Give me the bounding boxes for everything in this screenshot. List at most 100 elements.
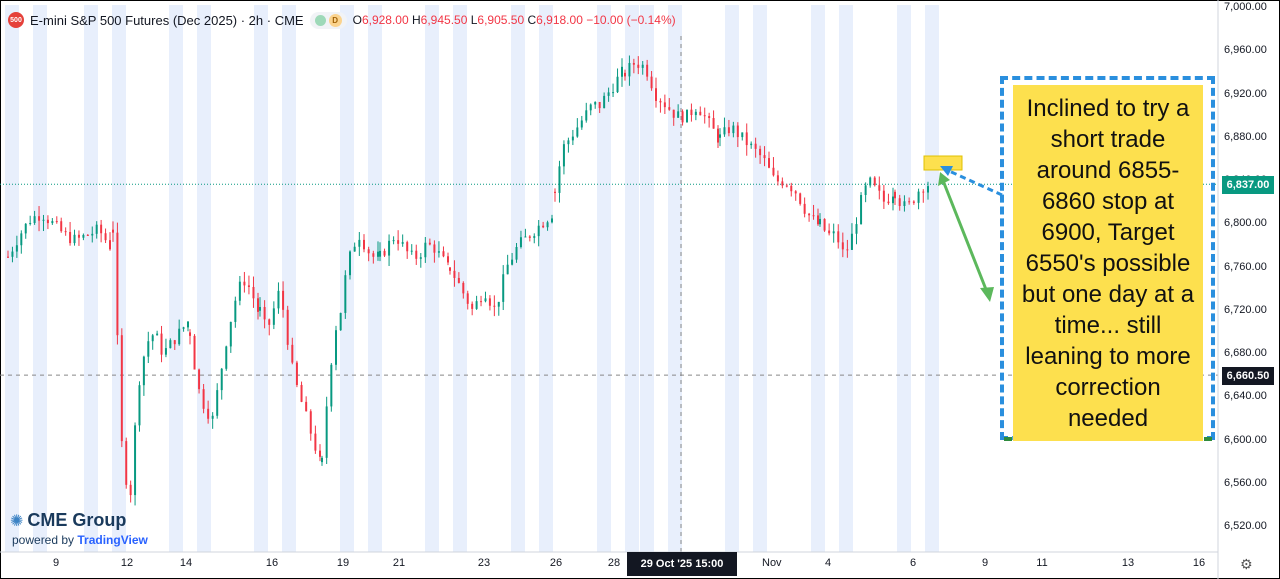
- candle-body: [616, 76, 619, 93]
- candle-body: [116, 232, 119, 336]
- candle-body: [211, 415, 214, 419]
- crosshair-price-tag: 6,660.50: [1222, 367, 1274, 385]
- candle-body: [100, 224, 103, 234]
- candle-body: [819, 218, 821, 225]
- session-band: [597, 5, 611, 552]
- candle-body: [663, 102, 666, 108]
- candle-body: [160, 333, 163, 355]
- candle-body: [475, 301, 478, 309]
- current-price-tag: 6,837.00: [1222, 176, 1274, 194]
- session-band: [925, 5, 939, 552]
- candle-body: [506, 264, 509, 275]
- status-badges[interactable]: D: [309, 11, 347, 29]
- candle-body: [151, 335, 154, 342]
- candle-body: [690, 109, 693, 116]
- candle-body: [817, 215, 819, 225]
- candle-body: [225, 346, 228, 369]
- candle-body: [677, 111, 680, 118]
- candle-body: [533, 236, 536, 238]
- candle-body: [259, 307, 261, 311]
- candle-body: [86, 234, 89, 236]
- candle-body: [134, 425, 137, 496]
- candle-body: [681, 111, 684, 123]
- candle-body: [686, 109, 688, 123]
- powered-by[interactable]: powered by TradingView: [12, 533, 148, 547]
- candle-body: [585, 110, 588, 121]
- candle-body: [571, 136, 574, 141]
- candle-body: [457, 277, 460, 283]
- candle-body: [335, 330, 337, 365]
- time-tick-label: 9: [981, 557, 989, 569]
- candle-body: [594, 101, 597, 105]
- candle-body: [437, 251, 440, 253]
- price-tick-label: 7,000.00: [1224, 1, 1267, 13]
- chart-title[interactable]: E-mini S&P 500 Futures (Dec 2025) · 2h ·…: [30, 12, 304, 28]
- candle-body: [759, 148, 762, 156]
- time-tick-label: 12: [120, 557, 134, 569]
- candle-body: [207, 408, 210, 419]
- candle-body: [727, 127, 730, 134]
- candle-body: [282, 290, 285, 310]
- candle-body: [612, 92, 615, 94]
- candle-body: [908, 201, 911, 203]
- candle-body: [38, 216, 41, 221]
- candle-body: [646, 64, 649, 77]
- candles: [7, 55, 929, 506]
- candle-body: [95, 224, 98, 234]
- candle-body: [344, 275, 347, 313]
- candle-body: [542, 225, 545, 228]
- candle-body: [519, 237, 522, 248]
- candle-body: [286, 309, 289, 345]
- d-badge-icon: D: [328, 13, 342, 27]
- session-band: [625, 5, 639, 552]
- candle-body: [887, 201, 890, 204]
- price-tick-label: 6,560.00: [1224, 476, 1267, 489]
- candle-body: [650, 76, 653, 89]
- candle-body: [129, 484, 132, 496]
- time-tick-label: 19: [336, 557, 350, 569]
- candle-body: [291, 344, 294, 363]
- time-tick-label: 13: [1121, 557, 1135, 569]
- candle-body: [754, 143, 757, 149]
- candle-body: [187, 321, 189, 328]
- candle-body: [632, 62, 635, 65]
- ohlc-values: O6,928.00 H6,945.50 L6,905.50 C6,918.00 …: [352, 13, 676, 27]
- candle-body: [672, 109, 675, 118]
- settings-gear-icon[interactable]: ⚙: [1240, 556, 1253, 572]
- candle-body: [77, 234, 80, 238]
- session-bands: [5, 5, 939, 552]
- candle-body: [497, 301, 500, 307]
- candle-body: [703, 115, 706, 117]
- candle-body: [363, 239, 365, 250]
- candle-body: [202, 389, 205, 409]
- candle-body: [659, 100, 662, 103]
- time-tick-label: 4: [824, 557, 832, 569]
- candle-body: [790, 185, 793, 192]
- candle-body: [415, 250, 418, 259]
- annotation-note[interactable]: Inclined to try a short trade around 685…: [1013, 85, 1203, 441]
- candle-body: [428, 242, 431, 245]
- candle-body: [309, 411, 312, 434]
- candle-body: [515, 247, 518, 260]
- candle-body: [321, 457, 323, 463]
- candle-body: [917, 191, 920, 203]
- candle-body: [641, 64, 644, 68]
- candle-body: [156, 333, 159, 336]
- candle-body: [24, 223, 27, 234]
- candle-body: [325, 406, 328, 458]
- candle-body: [776, 175, 779, 182]
- candle-body: [668, 107, 671, 110]
- candle-body: [15, 245, 18, 252]
- symbol-badge-icon[interactable]: 500: [8, 12, 24, 28]
- candle-body: [272, 308, 275, 325]
- time-tick-label: 6: [909, 557, 917, 569]
- candle-body: [719, 134, 721, 138]
- session-band: [453, 5, 467, 552]
- candle-body: [741, 132, 744, 138]
- candle-body: [873, 177, 876, 186]
- candle-body: [607, 92, 610, 96]
- session-band: [839, 5, 853, 552]
- candle-body: [655, 88, 657, 101]
- candle-body: [524, 236, 527, 238]
